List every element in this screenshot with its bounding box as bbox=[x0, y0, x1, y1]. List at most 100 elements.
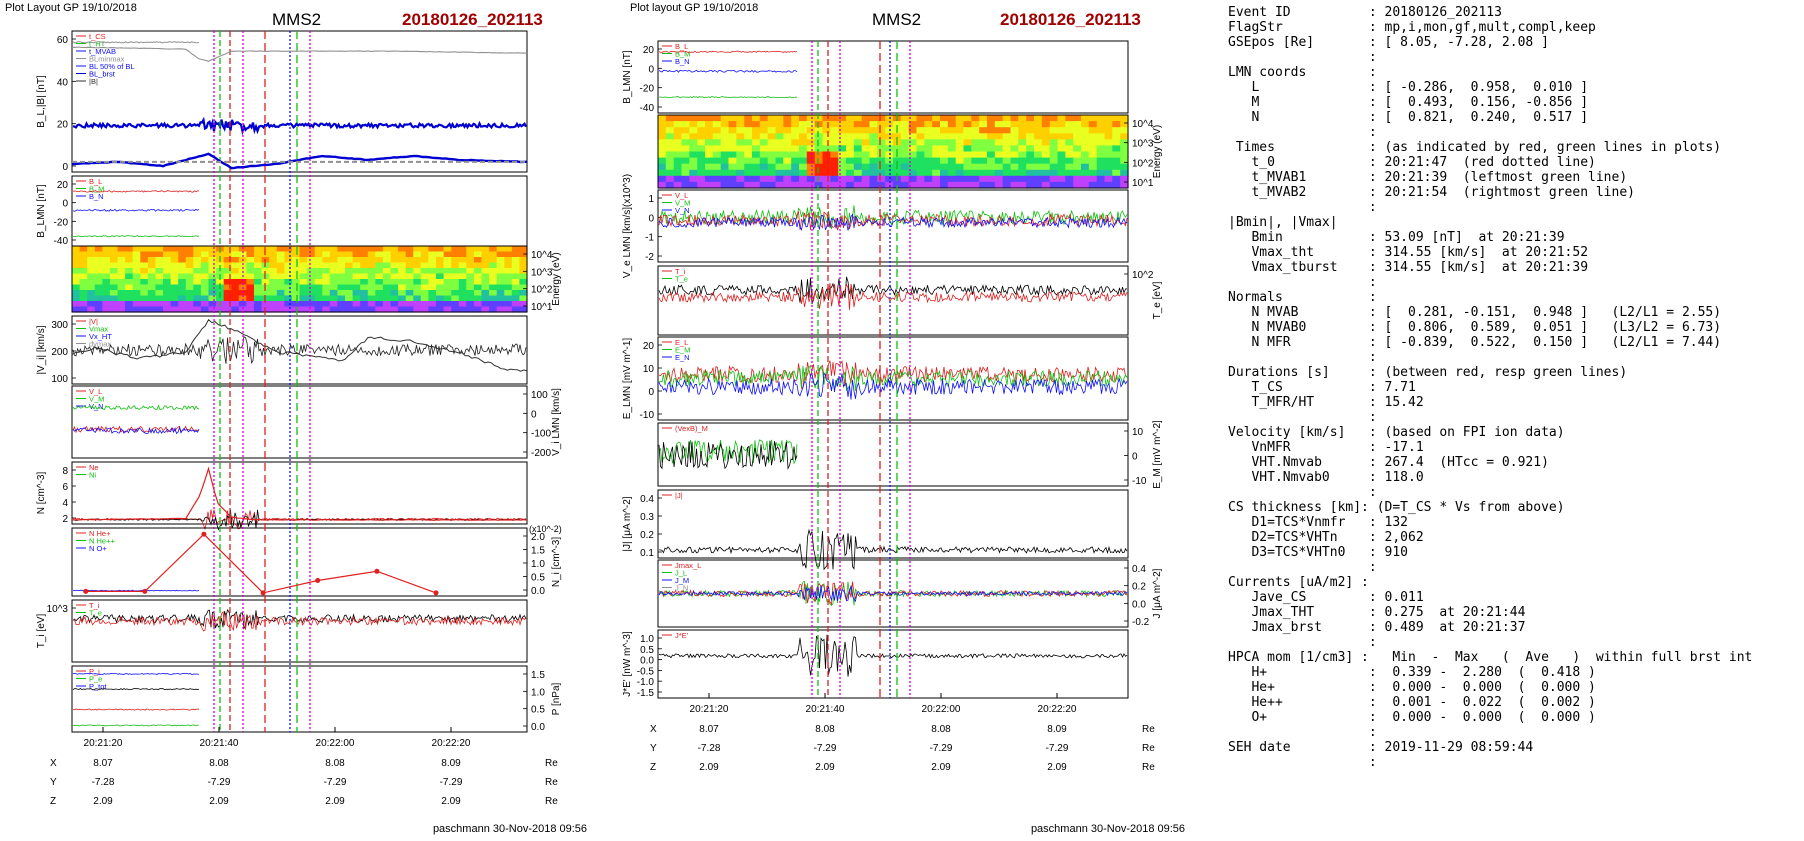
heatmap-cell bbox=[458, 295, 467, 302]
info-line: D1=TCS*Vnmfr : 132 bbox=[1228, 515, 1409, 530]
heatmap-cell bbox=[1049, 157, 1059, 165]
heatmap-cell bbox=[223, 301, 232, 308]
heatmap-cell bbox=[443, 306, 452, 313]
heatmap-cell bbox=[979, 145, 988, 153]
heatmap-cell bbox=[900, 163, 910, 171]
heatmap-cell bbox=[254, 251, 263, 258]
heatmap-cell bbox=[200, 279, 210, 286]
legend-label: B_L bbox=[675, 42, 688, 51]
heatmap-cell bbox=[712, 139, 722, 146]
heatmap-cell bbox=[1026, 121, 1035, 128]
heatmap-cell bbox=[1018, 151, 1027, 159]
heatmap-cell bbox=[728, 163, 737, 171]
heatmap-cell bbox=[489, 284, 498, 291]
heatmap-cell bbox=[451, 268, 460, 275]
heatmap-cell bbox=[673, 169, 683, 177]
heatmap-cell bbox=[838, 151, 847, 159]
heatmap-cell bbox=[405, 301, 414, 308]
heatmap-cell bbox=[246, 295, 255, 302]
heatmap-cell bbox=[314, 301, 323, 308]
heatmap-cell bbox=[519, 306, 528, 313]
position-unit: Re bbox=[545, 758, 558, 769]
spectrogram-panel bbox=[658, 115, 1129, 189]
heatmap-cell bbox=[276, 262, 285, 269]
heatmap-cell bbox=[916, 163, 925, 171]
heatmap-cell bbox=[473, 262, 483, 269]
heatmap-cell bbox=[963, 181, 972, 189]
heatmap-cell bbox=[307, 301, 316, 308]
heatmap-cell bbox=[246, 301, 255, 308]
heatmap-cell bbox=[759, 121, 769, 128]
heatmap-cell bbox=[869, 163, 878, 171]
heatmap-cell bbox=[712, 157, 722, 165]
heatmap-cell bbox=[971, 133, 980, 140]
heatmap-cell bbox=[216, 251, 225, 258]
heatmap-cell bbox=[877, 163, 886, 171]
heatmap-cell bbox=[405, 306, 414, 313]
y-tick-label: 200 bbox=[51, 347, 68, 358]
heatmap-cell bbox=[102, 279, 111, 286]
heatmap-cell bbox=[924, 169, 933, 177]
heatmap-cell bbox=[1041, 127, 1051, 134]
heatmap-cell bbox=[1081, 115, 1090, 122]
heatmap-cell bbox=[767, 181, 777, 189]
heatmap-cell bbox=[1034, 151, 1043, 159]
heatmap-cell bbox=[428, 273, 437, 280]
heatmap-cell bbox=[72, 295, 81, 302]
heatmap-cell bbox=[924, 133, 933, 140]
heatmap-cell bbox=[405, 257, 414, 264]
heatmap-cell bbox=[405, 268, 414, 275]
heatmap-cell bbox=[705, 145, 714, 153]
heatmap-cell bbox=[163, 268, 172, 275]
heatmap-cell bbox=[337, 290, 346, 297]
heatmap-cell bbox=[284, 273, 293, 280]
heatmap-cell bbox=[125, 257, 134, 264]
trace-line bbox=[72, 608, 527, 630]
info-line: N : [ 0.821, 0.240, 0.517 ] bbox=[1228, 110, 1589, 125]
heatmap-cell bbox=[665, 145, 675, 153]
heatmap-cell bbox=[1057, 157, 1066, 165]
panel-frame bbox=[71, 461, 528, 525]
heatmap-cell bbox=[413, 262, 422, 269]
heatmap-cell bbox=[1018, 121, 1027, 128]
heatmap-cell bbox=[838, 127, 847, 134]
info-line: : bbox=[1228, 50, 1377, 65]
heatmap-cell bbox=[900, 139, 910, 146]
heatmap-cell bbox=[705, 169, 714, 177]
heatmap-cell bbox=[420, 290, 429, 297]
y-tick-label: 10 bbox=[643, 364, 655, 375]
heatmap-cell bbox=[79, 251, 88, 258]
heatmap-cell bbox=[117, 301, 126, 308]
heatmap-cell bbox=[783, 175, 792, 183]
heatmap-cell bbox=[947, 127, 957, 134]
heatmap-cell bbox=[720, 139, 730, 146]
heatmap-cell bbox=[736, 163, 745, 171]
heatmap-cell bbox=[861, 115, 871, 122]
legend-label: E_M bbox=[675, 346, 690, 355]
heatmap-cell bbox=[436, 284, 445, 291]
heatmap-cell bbox=[208, 301, 217, 308]
heatmap-cell bbox=[436, 301, 445, 308]
heatmap-cell bbox=[1073, 145, 1082, 153]
position-value: 2.09 bbox=[931, 762, 951, 773]
heatmap-cell bbox=[705, 127, 714, 134]
trace-line bbox=[658, 69, 798, 73]
heatmap-cell bbox=[1088, 133, 1098, 140]
heatmap-cell bbox=[908, 115, 918, 122]
y-axis-label: V_e LMN [km/s](x10^3) bbox=[622, 174, 633, 278]
heatmap-cell bbox=[940, 151, 949, 159]
info-line: t_MVAB2 : 20:21:54 (rightmost green line… bbox=[1228, 185, 1635, 200]
heatmap-cell bbox=[689, 145, 698, 153]
heatmap-cell bbox=[1010, 133, 1019, 140]
heatmap-cell bbox=[814, 151, 824, 159]
heatmap-cell bbox=[163, 273, 172, 280]
info-line: Vmax_tburst : 314.55 [km/s] at 20:21:39 bbox=[1228, 260, 1589, 275]
spacecraft-label: MMS2 bbox=[872, 10, 921, 29]
heatmap-cell bbox=[775, 115, 784, 122]
y-tick-label: 1.5 bbox=[531, 546, 545, 557]
heatmap-cell bbox=[428, 279, 437, 286]
heatmap-cell bbox=[697, 163, 706, 171]
heatmap-cell bbox=[665, 157, 675, 165]
heatmap-cell bbox=[924, 163, 933, 171]
heatmap-cell bbox=[736, 151, 745, 159]
